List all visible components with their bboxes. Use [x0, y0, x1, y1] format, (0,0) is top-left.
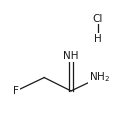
Text: H: H: [94, 34, 102, 44]
Text: NH: NH: [63, 51, 79, 61]
Text: NH$_2$: NH$_2$: [89, 71, 110, 84]
Text: Cl: Cl: [93, 14, 103, 24]
Text: F: F: [13, 86, 19, 96]
